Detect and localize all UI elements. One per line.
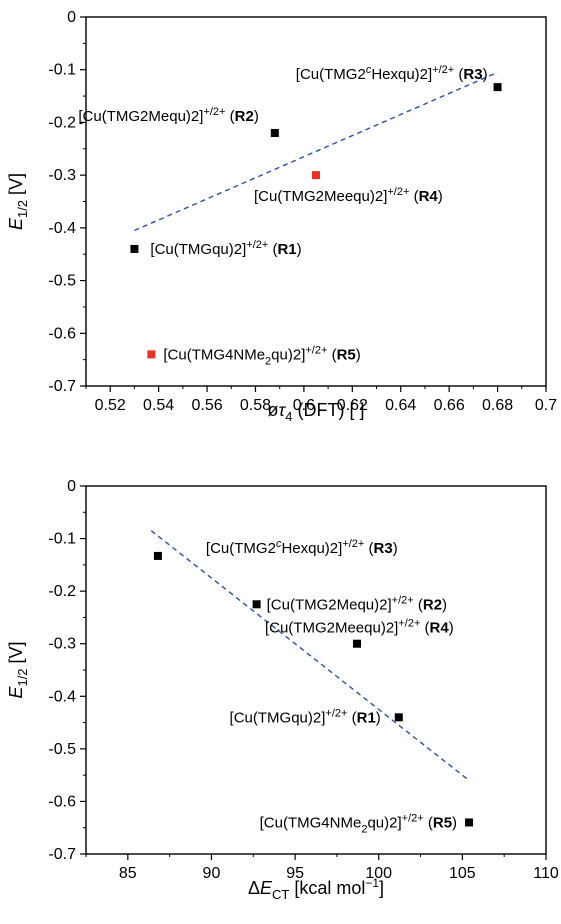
y-tick-label: -0.3	[48, 167, 76, 184]
data-point	[465, 818, 474, 827]
chart-panel-2: 0 -0.1 -0.2 -0.3 -0.4 -0.5 -0.6 -0.7 85 90 95 100 10…	[6, 478, 559, 902]
x-tick-label: 95	[286, 865, 304, 882]
data-label: [Cu(TMG2cHexqu)2]+/2+ (R3)	[296, 64, 488, 83]
x-tick-label: 0.6	[293, 397, 315, 414]
y-tick-label: -0.4	[48, 220, 76, 237]
fit-line	[134, 71, 498, 232]
data-point	[312, 171, 320, 180]
x-tick-label: 110	[533, 865, 559, 882]
x-tick-label: 90	[203, 865, 221, 882]
y-tick-label: -0.7	[48, 846, 76, 863]
y-axis-title: E1/2 [V]	[6, 641, 30, 698]
data-label: [Cu(TMG4NMe2qu)2]+/2+ (R5)	[163, 344, 360, 367]
y-tick-label: 0	[67, 478, 76, 495]
y-tick-label: -0.1	[48, 531, 76, 548]
x-tick-label: 0.58	[240, 397, 271, 414]
data-label: [Cu(TMG2Meequ)2]+/2+ (R4)	[265, 618, 454, 637]
chart-panel-1: 0 -0.1 -0.2 -0.3 -0.4 -0.5 -0.6 -0.7 0.52 0.54 0.5…	[6, 9, 557, 424]
data-point	[270, 128, 279, 137]
data-point	[147, 350, 156, 359]
y-tick-label: -0.6	[48, 325, 76, 342]
x-tick-label: 100	[365, 865, 392, 882]
x-tick-label: 0.54	[143, 397, 174, 414]
x-axis-title: øτ4 (DFT) [ ]	[268, 400, 365, 424]
data-point	[493, 83, 502, 92]
data-label: [Cu(TMG4NMe2qu)2]+/2+ (R5)	[260, 812, 457, 835]
data-label: [Cu(TMGqu)2]+/2+ (R1)	[230, 707, 381, 726]
x-tick-label: 0.66	[434, 397, 465, 414]
y-tick-label: -0.6	[48, 793, 76, 810]
y-tick-label: -0.5	[48, 273, 76, 290]
x-tick-label: 0.7	[535, 397, 557, 414]
y-tick-label: 0	[67, 9, 76, 26]
data-point	[252, 600, 261, 609]
x-axis-title: ΔECT [kcal mol−1]	[248, 876, 384, 902]
fit-line	[150, 530, 470, 781]
data-label: [Cu(TMG2Mequ)2]+/2+ (R2)	[78, 106, 258, 125]
data-label: [Cu(TMG2Mequ)2]+/2+ (R2)	[267, 594, 447, 613]
y-axis-title: E1/2 [V]	[6, 173, 30, 230]
x-tick-label: 0.68	[482, 397, 513, 414]
x-tick-label: 105	[449, 865, 476, 882]
data-label: [Cu(TMG2cHexqu)2]+/2+ (R3)	[206, 538, 398, 557]
data-point	[130, 244, 139, 253]
y-tick-label: -0.7	[48, 378, 76, 395]
y-tick-label: -0.1	[48, 62, 76, 79]
data-point	[394, 713, 403, 722]
y-tick-label: -0.2	[48, 583, 76, 600]
x-tick-label: 0.64	[385, 397, 416, 414]
x-tick-label: 0.62	[337, 397, 368, 414]
y-tick-label: -0.3	[48, 636, 76, 653]
x-tick-label: 85	[119, 865, 137, 882]
x-tick-label: 0.52	[95, 397, 126, 414]
x-tick-label: 0.56	[191, 397, 222, 414]
y-tick-label: -0.2	[48, 114, 76, 131]
y-tick-label: -0.5	[48, 741, 76, 758]
data-point	[352, 639, 361, 648]
y-tick-label: -0.4	[48, 688, 76, 705]
data-point	[153, 551, 162, 560]
data-label: [Cu(TMGqu)2]+/2+ (R1)	[150, 239, 301, 258]
data-label: [Cu(TMG2Meequ)2]+/2+ (R4)	[254, 186, 443, 205]
